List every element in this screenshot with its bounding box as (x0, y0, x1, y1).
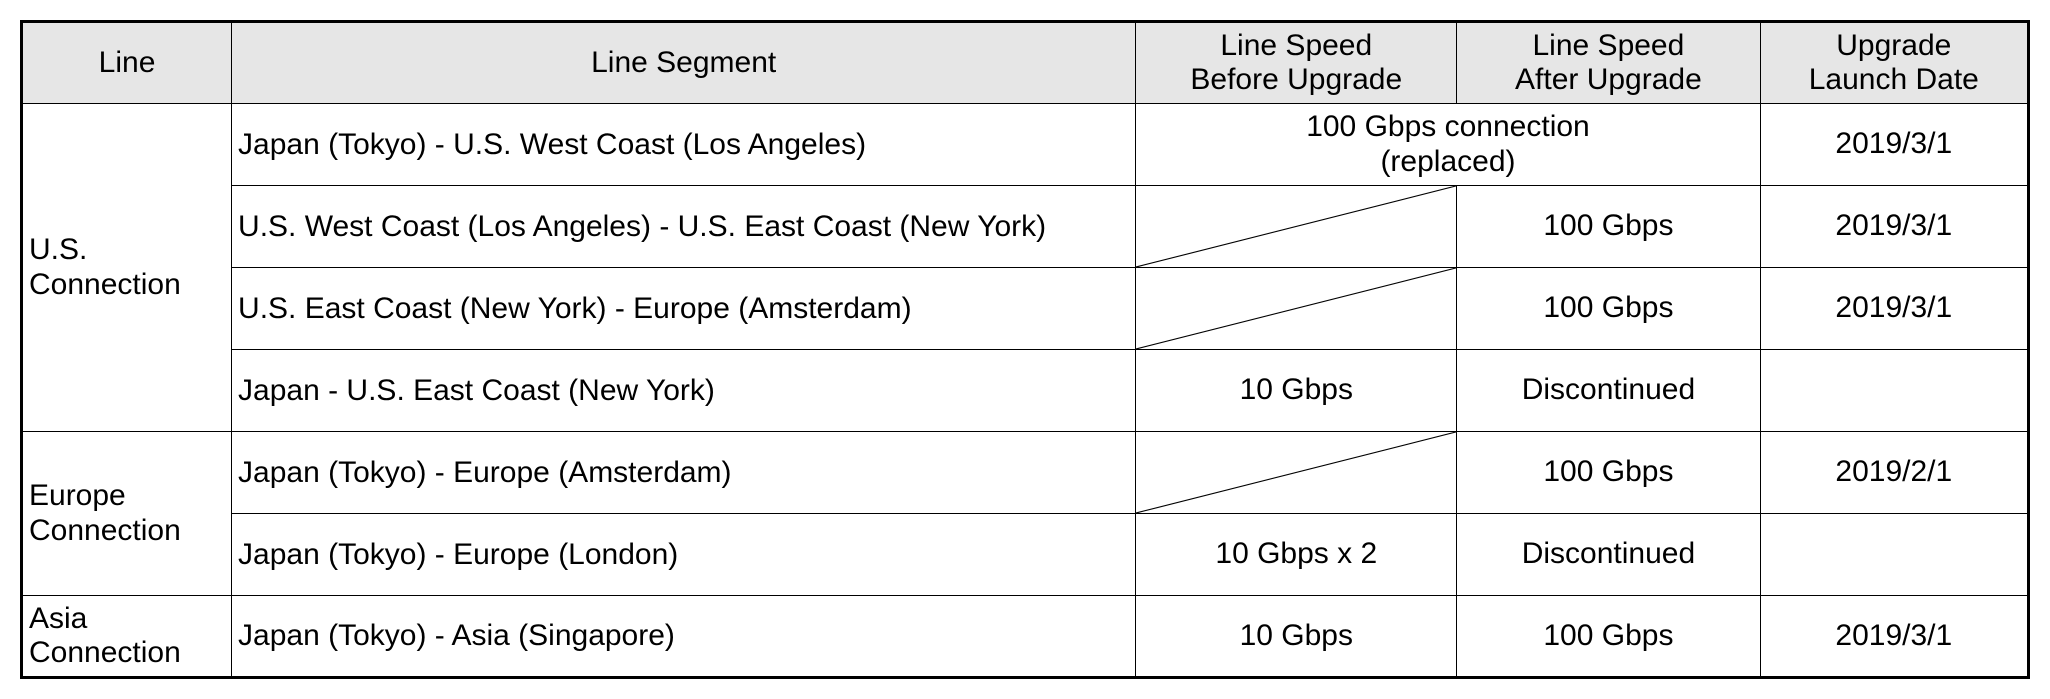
slash-cell (1136, 186, 1457, 268)
after-cell: 100 Gbps (1457, 596, 1760, 678)
after-cell: Discontinued (1457, 350, 1760, 432)
launch-cell: 2019/3/1 (1760, 104, 2028, 186)
before-cell: 10 Gbps (1136, 350, 1457, 432)
table-row: U.S. East Coast (New York) - Europe (Ams… (22, 268, 2029, 350)
group-asia: AsiaConnection (22, 596, 232, 678)
launch-cell: 2019/3/1 (1760, 268, 2028, 350)
after-cell: 100 Gbps (1457, 186, 1760, 268)
table-row: AsiaConnection Japan (Tokyo) - Asia (Sin… (22, 596, 2029, 678)
table-row: U.S.Connection Japan (Tokyo) - U.S. West… (22, 104, 2029, 186)
header-row: Line Line Segment Line SpeedBefore Upgra… (22, 22, 2029, 104)
col-before: Line SpeedBefore Upgrade (1136, 22, 1457, 104)
table-row: U.S. West Coast (Los Angeles) - U.S. Eas… (22, 186, 2029, 268)
segment-cell: Japan (Tokyo) - Europe (Amsterdam) (232, 432, 1136, 514)
slash-cell (1136, 268, 1457, 350)
launch-cell: 2019/3/1 (1760, 186, 2028, 268)
before-cell: 10 Gbps (1136, 596, 1457, 678)
segment-cell: U.S. West Coast (Los Angeles) - U.S. Eas… (232, 186, 1136, 268)
slash-cell (1136, 432, 1457, 514)
segment-cell: Japan (Tokyo) - Europe (London) (232, 514, 1136, 596)
launch-cell (1760, 514, 2028, 596)
network-upgrade-table: Line Line Segment Line SpeedBefore Upgra… (20, 20, 2030, 679)
table-row: EuropeConnection Japan (Tokyo) - Europe … (22, 432, 2029, 514)
col-launch: UpgradeLaunch Date (1760, 22, 2028, 104)
table-row: Japan (Tokyo) - Europe (London) 10 Gbps … (22, 514, 2029, 596)
segment-cell: Japan - U.S. East Coast (New York) (232, 350, 1136, 432)
segment-cell: Japan (Tokyo) - U.S. West Coast (Los Ang… (232, 104, 1136, 186)
before-cell: 10 Gbps x 2 (1136, 514, 1457, 596)
col-after: Line SpeedAfter Upgrade (1457, 22, 1760, 104)
merged-speed-cell: 100 Gbps connection(replaced) (1136, 104, 1760, 186)
col-segment: Line Segment (232, 22, 1136, 104)
launch-cell: 2019/2/1 (1760, 432, 2028, 514)
segment-cell: U.S. East Coast (New York) - Europe (Ams… (232, 268, 1136, 350)
group-eu: EuropeConnection (22, 432, 232, 596)
after-cell: 100 Gbps (1457, 268, 1760, 350)
segment-cell: Japan (Tokyo) - Asia (Singapore) (232, 596, 1136, 678)
launch-cell (1760, 350, 2028, 432)
group-us: U.S.Connection (22, 104, 232, 432)
after-cell: 100 Gbps (1457, 432, 1760, 514)
launch-cell: 2019/3/1 (1760, 596, 2028, 678)
table-row: Japan - U.S. East Coast (New York) 10 Gb… (22, 350, 2029, 432)
after-cell: Discontinued (1457, 514, 1760, 596)
col-line: Line (22, 22, 232, 104)
